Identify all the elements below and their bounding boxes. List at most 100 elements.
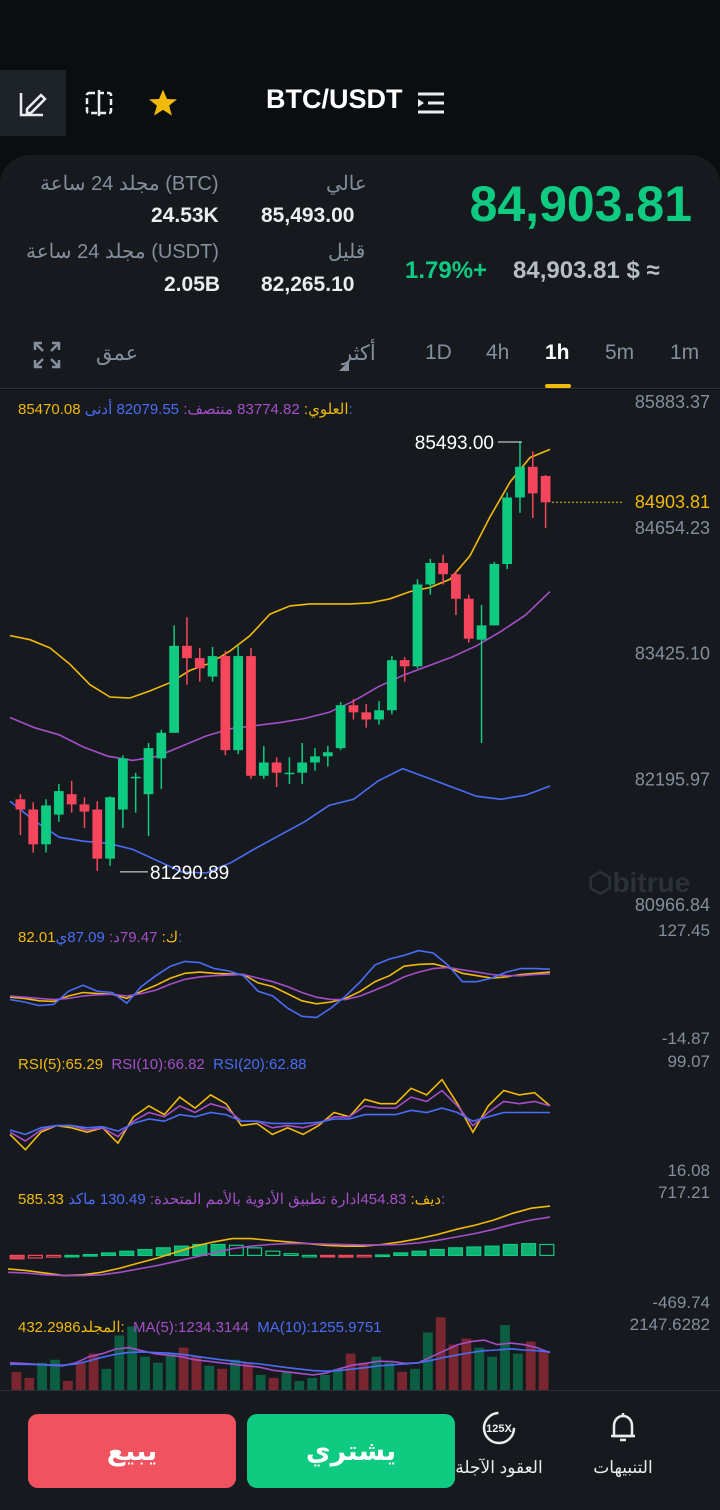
edit-chart-icon	[19, 93, 47, 117]
d-label: د:	[109, 929, 120, 946]
bell-icon	[611, 1413, 635, 1442]
rsi-axis-bottom: 16.08	[667, 1161, 710, 1180]
dea-label: ادارة تطبيق الأدوية بالأمم المتحدة:	[149, 1191, 361, 1208]
volume-bar	[88, 1353, 99, 1390]
volume-bar	[152, 1362, 163, 1390]
macd-histogram-bar	[137, 1248, 153, 1257]
price-axis-label: 84654.23	[635, 518, 710, 538]
macd-histogram-bar	[356, 1254, 372, 1258]
futures-label: العقود الآجلة	[455, 1458, 543, 1477]
candle-body	[271, 762, 282, 773]
kdj-legend: 82.01 ك: 79.47د: 87.09ي:	[18, 928, 182, 946]
candle-body	[310, 756, 320, 763]
volume-bar	[358, 1362, 369, 1390]
volume-bar	[204, 1365, 215, 1390]
fiat-price: 84,903.81 $ ≈	[513, 257, 660, 284]
favorite-star-icon	[149, 89, 177, 116]
rsi20-value: RSI(20):62.88	[213, 1056, 307, 1073]
lower-label: أدنى:	[84, 401, 353, 418]
tab-5m[interactable]: 5m	[605, 341, 635, 364]
high-marker-label: 85493.00	[415, 433, 494, 454]
candle-body	[451, 574, 461, 599]
low-label: قليل	[328, 241, 366, 263]
price-axis-label: 83425.10	[635, 644, 710, 664]
buy-button[interactable]: يشتري	[247, 1414, 455, 1488]
edit-chart-button[interactable]	[0, 70, 66, 136]
macd-histogram-bar	[301, 1254, 317, 1258]
candle-body	[41, 805, 51, 845]
candle-body	[412, 584, 423, 667]
vol-usdt-label: مجلد 24 ساعة (USDT)	[26, 241, 219, 263]
volume-bar	[230, 1359, 240, 1390]
rsi-line-RSI(5)	[9, 1078, 551, 1151]
volume-bar	[512, 1353, 523, 1390]
candle-body	[28, 809, 39, 845]
volume-bar	[101, 1368, 112, 1390]
fullscreen-icon[interactable]	[33, 341, 61, 369]
candle-body	[502, 497, 513, 564]
volume-bar	[75, 1362, 86, 1390]
tab-1D[interactable]: 1D	[425, 341, 452, 364]
macd-histogram-bar	[9, 1254, 25, 1260]
candle-body	[258, 762, 269, 776]
volume-bar	[191, 1356, 202, 1390]
alerts-nav-item[interactable]: التنبيهات	[568, 1406, 678, 1496]
kdj-line-J	[9, 949, 551, 1019]
tab-1m[interactable]: 1m	[670, 341, 700, 364]
k-label: ك:	[161, 929, 179, 946]
chart-canvas[interactable]: 85883.37 84654.23 83425.10 82195.97 80966.84…	[0, 390, 720, 1390]
macd-histogram-bar	[228, 1244, 244, 1257]
macd-histogram-bar	[539, 1243, 555, 1257]
volume-bar	[268, 1377, 279, 1390]
futures-badge: 125X	[486, 1423, 512, 1435]
volume-bar	[62, 1380, 73, 1390]
volume-bar	[165, 1353, 176, 1390]
tab-depth[interactable]: عمق	[96, 342, 139, 365]
candle-body	[169, 645, 179, 733]
volume-bar	[435, 1317, 446, 1390]
bottom-action-bar: يبيع يشتري 125X العقود الآجلة التنبيهات	[0, 1390, 720, 1510]
rsi-legend: RSI(5):65.29 RSI(10):66.82 RSI(20):62.88	[18, 1056, 307, 1073]
watermark-text: bitrue	[612, 867, 691, 898]
price-axis-label: 82195.97	[635, 769, 710, 789]
sell-button[interactable]: يبيع	[28, 1414, 236, 1488]
ticker-panel: مجلد 24 ساعة (BTC) 24.53K عالي 85,493.00…	[0, 155, 720, 325]
macd-histogram-bar	[411, 1250, 427, 1257]
candle-body	[374, 710, 384, 720]
futures-nav-item[interactable]: 125X العقود الآجلة	[444, 1406, 554, 1496]
vol-btc-label: مجلد 24 ساعة (BTC)	[40, 173, 219, 195]
watermark-logo: ⬡bitrue	[588, 866, 690, 899]
macd-histogram-bar	[265, 1250, 281, 1257]
pair-title[interactable]: BTC/USDT	[266, 84, 403, 114]
alerts-label: التنبيهات	[593, 1458, 653, 1477]
candle-body	[143, 748, 154, 795]
macd-histogram-bar	[119, 1250, 135, 1257]
kdj-axis-top: 127.45	[658, 921, 710, 940]
watermark-icon: ⬡	[588, 867, 613, 898]
macd-histogram-bar	[484, 1245, 500, 1257]
volume-legend: 432.2986المجلد: MA(5):1234.3144 MA(10):1…	[18, 1318, 382, 1336]
volume-bar	[217, 1368, 228, 1390]
candle-body	[92, 809, 103, 859]
tab-more[interactable]: أكثر	[342, 342, 376, 365]
volume-bar	[332, 1368, 343, 1390]
candle-body	[463, 598, 474, 639]
volume-bar	[384, 1362, 395, 1390]
chart-area[interactable]: 85883.37 84654.23 83425.10 82195.97 80966.84…	[0, 390, 720, 1390]
tab-4h[interactable]: 4h	[486, 341, 510, 364]
favorite-button[interactable]	[140, 70, 186, 136]
macd-value: 130.49	[99, 1191, 146, 1208]
upper-value: 85470.08	[18, 401, 81, 418]
pair-menu-icon[interactable]	[416, 88, 446, 118]
split-screen-button[interactable]	[76, 70, 122, 136]
candle-body	[322, 752, 333, 757]
top-bar: BTC/USDT	[0, 70, 720, 136]
volume-bar	[140, 1356, 150, 1390]
candle-body	[361, 712, 372, 720]
volume-bar	[474, 1347, 485, 1390]
candle-body	[527, 466, 538, 494]
tab-1h[interactable]: 1h	[545, 341, 570, 364]
volume-bar	[345, 1353, 356, 1390]
volume-bar	[448, 1344, 459, 1390]
candle-body	[438, 562, 448, 575]
